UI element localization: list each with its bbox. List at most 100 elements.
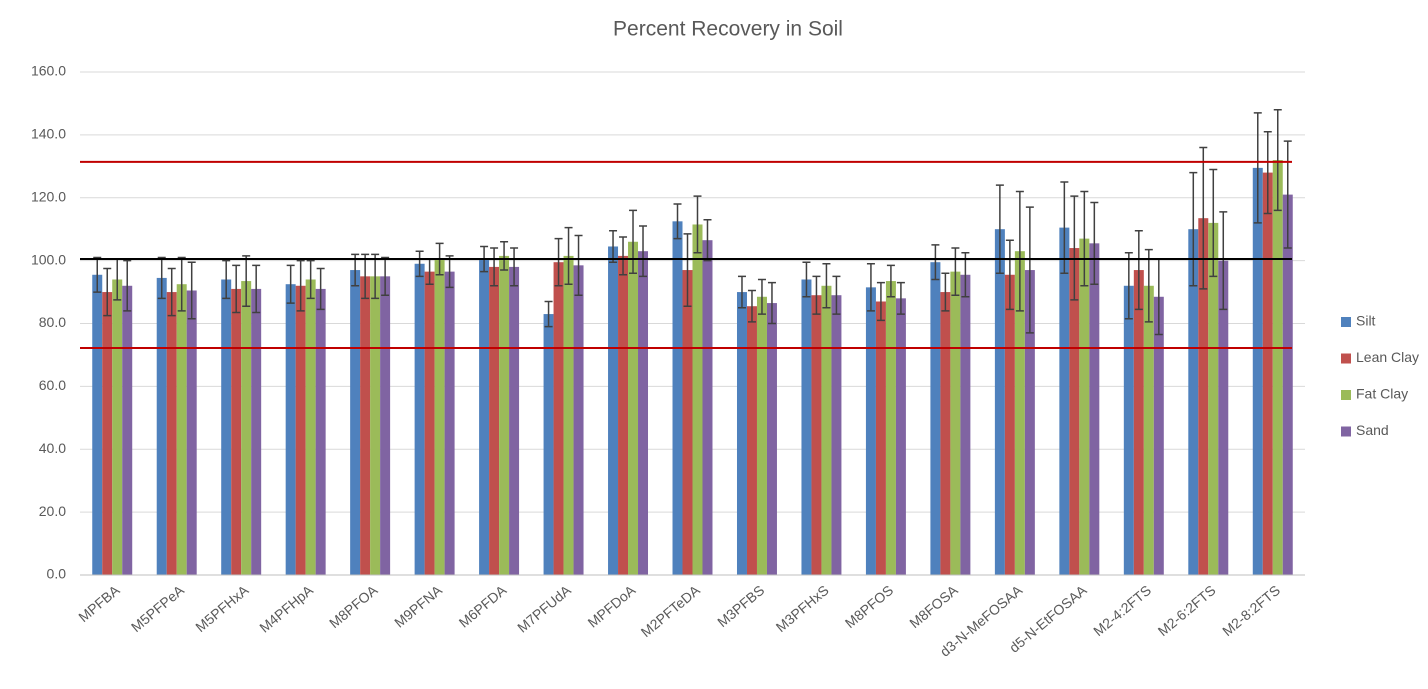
error-bar [500, 241, 509, 271]
bar [553, 262, 564, 575]
error-bar [941, 272, 950, 312]
x-tick-label: M2-8:2FTS [1219, 582, 1283, 639]
bar [350, 270, 361, 575]
error-bar [1219, 211, 1228, 311]
bar [509, 266, 520, 575]
error-bar [802, 261, 811, 298]
bar [672, 221, 683, 575]
y-tick-label: 40.0 [39, 440, 66, 456]
error-bar [1090, 201, 1099, 285]
error-bar [1015, 190, 1024, 312]
bar [295, 285, 306, 575]
bar [241, 281, 252, 575]
bar [831, 295, 842, 575]
x-tick-label: M5PFPeA [128, 581, 188, 635]
bar [1133, 270, 1144, 575]
x-tick-label: MPFDoA [585, 581, 639, 630]
error-bar [1189, 171, 1198, 287]
bar [766, 303, 777, 575]
chart-title: Percent Recovery in Soil [613, 18, 843, 41]
error-bar [103, 267, 112, 317]
bar [1123, 285, 1134, 575]
bar [801, 279, 812, 575]
error-bar [629, 209, 638, 274]
error-bar [242, 255, 251, 307]
bar [92, 274, 103, 575]
bar [285, 284, 296, 575]
bar [1218, 260, 1229, 575]
bar [414, 263, 425, 575]
error-bar [157, 256, 166, 300]
bar [811, 295, 822, 575]
error-bar [1124, 252, 1133, 320]
error-bar [1273, 108, 1282, 212]
error-bar [961, 252, 970, 298]
error-bar [951, 247, 960, 296]
error-bar [896, 281, 905, 315]
y-tick-label: 140.0 [31, 126, 66, 142]
error-bar [886, 264, 895, 298]
x-tick-label: M7PFUdA [514, 581, 574, 635]
bar [370, 276, 381, 575]
error-bar [931, 244, 940, 281]
error-bar [445, 255, 454, 289]
bar [618, 255, 629, 576]
bar [608, 246, 619, 575]
bar [1272, 160, 1283, 575]
error-bar [693, 195, 702, 254]
bar [573, 265, 584, 575]
error-bar [1025, 206, 1034, 334]
error-bar [316, 267, 325, 311]
bar [434, 259, 445, 575]
bar [746, 306, 757, 575]
bar [702, 240, 713, 576]
error-bar [1144, 248, 1153, 323]
bar [251, 288, 262, 575]
bar [231, 288, 242, 575]
legend-label: Sand [1356, 422, 1389, 438]
y-tick-label: 60.0 [39, 377, 66, 393]
bar [380, 276, 391, 575]
error-bar [306, 259, 315, 300]
x-tick-label: M6PFDA [456, 581, 510, 630]
bar [112, 279, 123, 575]
error-bar [639, 225, 648, 278]
x-tick-label: M8PFOA [326, 581, 381, 631]
error-bar [252, 264, 261, 314]
error-bar [554, 237, 563, 287]
bar [756, 296, 767, 575]
error-bar [876, 281, 885, 322]
bar [1024, 270, 1035, 575]
bar [444, 271, 455, 575]
error-bar [1263, 130, 1272, 215]
error-bar [415, 250, 424, 278]
bar [1153, 296, 1164, 575]
bar [489, 266, 500, 575]
y-tick-label: 0.0 [47, 566, 67, 582]
y-tick-label: 80.0 [39, 314, 66, 330]
bar [638, 251, 649, 575]
bar [1079, 238, 1090, 575]
error-bar [232, 264, 241, 314]
error-bar [1253, 112, 1262, 224]
error-bar [544, 300, 553, 328]
bar [692, 224, 703, 576]
error-bar [866, 263, 875, 312]
bar [563, 255, 574, 576]
error-bar [167, 267, 176, 317]
bar [1143, 285, 1154, 575]
bar [1198, 218, 1209, 575]
bar [360, 276, 371, 575]
x-tick-label: M2-4:2FTS [1090, 582, 1154, 639]
bar [176, 284, 187, 575]
legend-swatch [1341, 353, 1351, 364]
bar [221, 279, 232, 575]
error-bar [673, 203, 682, 240]
y-tick-label: 100.0 [31, 251, 66, 267]
bar [1089, 243, 1100, 575]
bar [166, 292, 177, 575]
x-tick-label: MPFBA [75, 581, 123, 625]
x-tick-label: M4PFHpA [256, 581, 316, 635]
bar [930, 262, 941, 575]
bar [499, 255, 510, 576]
